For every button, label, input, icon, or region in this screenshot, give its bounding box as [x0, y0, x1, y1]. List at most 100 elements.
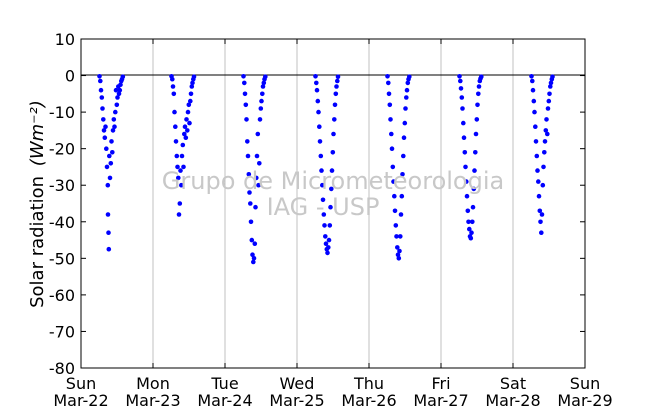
data-point — [401, 154, 406, 159]
x-tick-date-label: Mar-23 — [125, 391, 180, 409]
data-point — [462, 135, 467, 140]
data-point — [258, 117, 263, 122]
data-point — [473, 150, 478, 155]
data-point — [250, 238, 255, 243]
data-point — [328, 223, 333, 228]
data-point — [532, 99, 537, 104]
data-point — [97, 74, 102, 79]
data-point — [397, 249, 402, 254]
data-point — [543, 139, 548, 144]
data-point — [257, 161, 262, 166]
data-point — [100, 95, 105, 100]
data-point — [107, 247, 112, 252]
data-point — [188, 99, 193, 104]
data-point — [541, 165, 546, 170]
data-point — [253, 241, 258, 246]
data-point — [471, 205, 476, 210]
data-point — [118, 88, 123, 93]
data-point — [259, 106, 264, 111]
data-point — [530, 79, 535, 84]
data-point — [399, 212, 404, 217]
data-point — [458, 79, 463, 84]
data-point — [466, 209, 471, 214]
data-point — [474, 132, 479, 137]
data-point — [255, 154, 260, 159]
data-point — [334, 92, 339, 97]
data-point — [460, 95, 465, 100]
x-axis-ticks: SunMar-22MonMar-23TueMar-24WedMar-25ThuM… — [53, 39, 612, 409]
data-point — [105, 165, 110, 170]
y-tick-label: -10 — [49, 103, 75, 122]
data-point — [172, 92, 177, 97]
y-tick-label: -50 — [49, 249, 75, 268]
data-point — [457, 74, 462, 79]
data-point — [469, 236, 474, 241]
data-point — [323, 234, 328, 239]
x-tick-date-label: Mar-28 — [485, 391, 540, 409]
data-point — [100, 106, 105, 111]
data-point — [110, 150, 115, 155]
data-point — [112, 124, 117, 129]
data-point — [178, 201, 183, 206]
data-point — [536, 179, 541, 184]
data-point — [318, 139, 323, 144]
x-tick-date-label: Mar-22 — [53, 391, 108, 409]
data-point — [259, 99, 264, 104]
data-point — [386, 81, 391, 86]
y-axis-label-text: Solar radiation — [27, 176, 48, 308]
y-tick-label: 10 — [55, 30, 75, 49]
data-point — [547, 92, 552, 97]
data-point — [387, 92, 392, 97]
data-point — [192, 74, 197, 79]
data-point — [325, 251, 330, 256]
data-point — [475, 103, 480, 108]
data-point — [316, 99, 321, 104]
data-point — [334, 84, 339, 89]
data-point — [470, 220, 475, 225]
data-point — [322, 223, 327, 228]
data-point — [109, 161, 114, 166]
data-point — [315, 88, 320, 93]
data-point — [402, 135, 407, 140]
data-point — [121, 74, 126, 79]
data-point — [327, 238, 332, 243]
data-point — [477, 84, 482, 89]
data-point — [459, 86, 464, 91]
data-point — [173, 124, 178, 129]
data-point — [476, 92, 481, 97]
data-point — [546, 106, 551, 111]
y-tick-label: -70 — [49, 322, 75, 341]
x-tick-date-label: Mar-27 — [413, 391, 468, 409]
data-point — [316, 110, 321, 115]
data-point — [332, 117, 337, 122]
data-point — [475, 117, 480, 122]
data-point — [112, 117, 117, 122]
data-point — [405, 88, 410, 93]
data-point — [404, 95, 409, 100]
data-point — [249, 220, 254, 225]
data-point — [539, 230, 544, 235]
data-point — [171, 84, 176, 89]
data-point — [248, 201, 253, 206]
data-point — [245, 139, 250, 144]
data-point — [243, 92, 248, 97]
data-point — [263, 74, 268, 79]
data-point — [331, 132, 336, 137]
data-point — [175, 154, 180, 159]
data-point — [403, 106, 408, 111]
data-point — [185, 128, 190, 133]
data-point — [106, 230, 111, 235]
y-tick-label: -40 — [49, 213, 75, 232]
y-axis-label: Solar radiation (Wm⁻²) — [27, 100, 48, 308]
data-point — [106, 212, 111, 217]
data-point — [331, 150, 336, 155]
data-point — [545, 132, 550, 137]
data-point — [538, 220, 543, 225]
data-point — [181, 143, 186, 148]
data-point — [103, 124, 108, 129]
data-point — [463, 150, 468, 155]
data-point — [103, 135, 108, 140]
data-point — [252, 256, 257, 261]
data-point — [170, 77, 175, 82]
